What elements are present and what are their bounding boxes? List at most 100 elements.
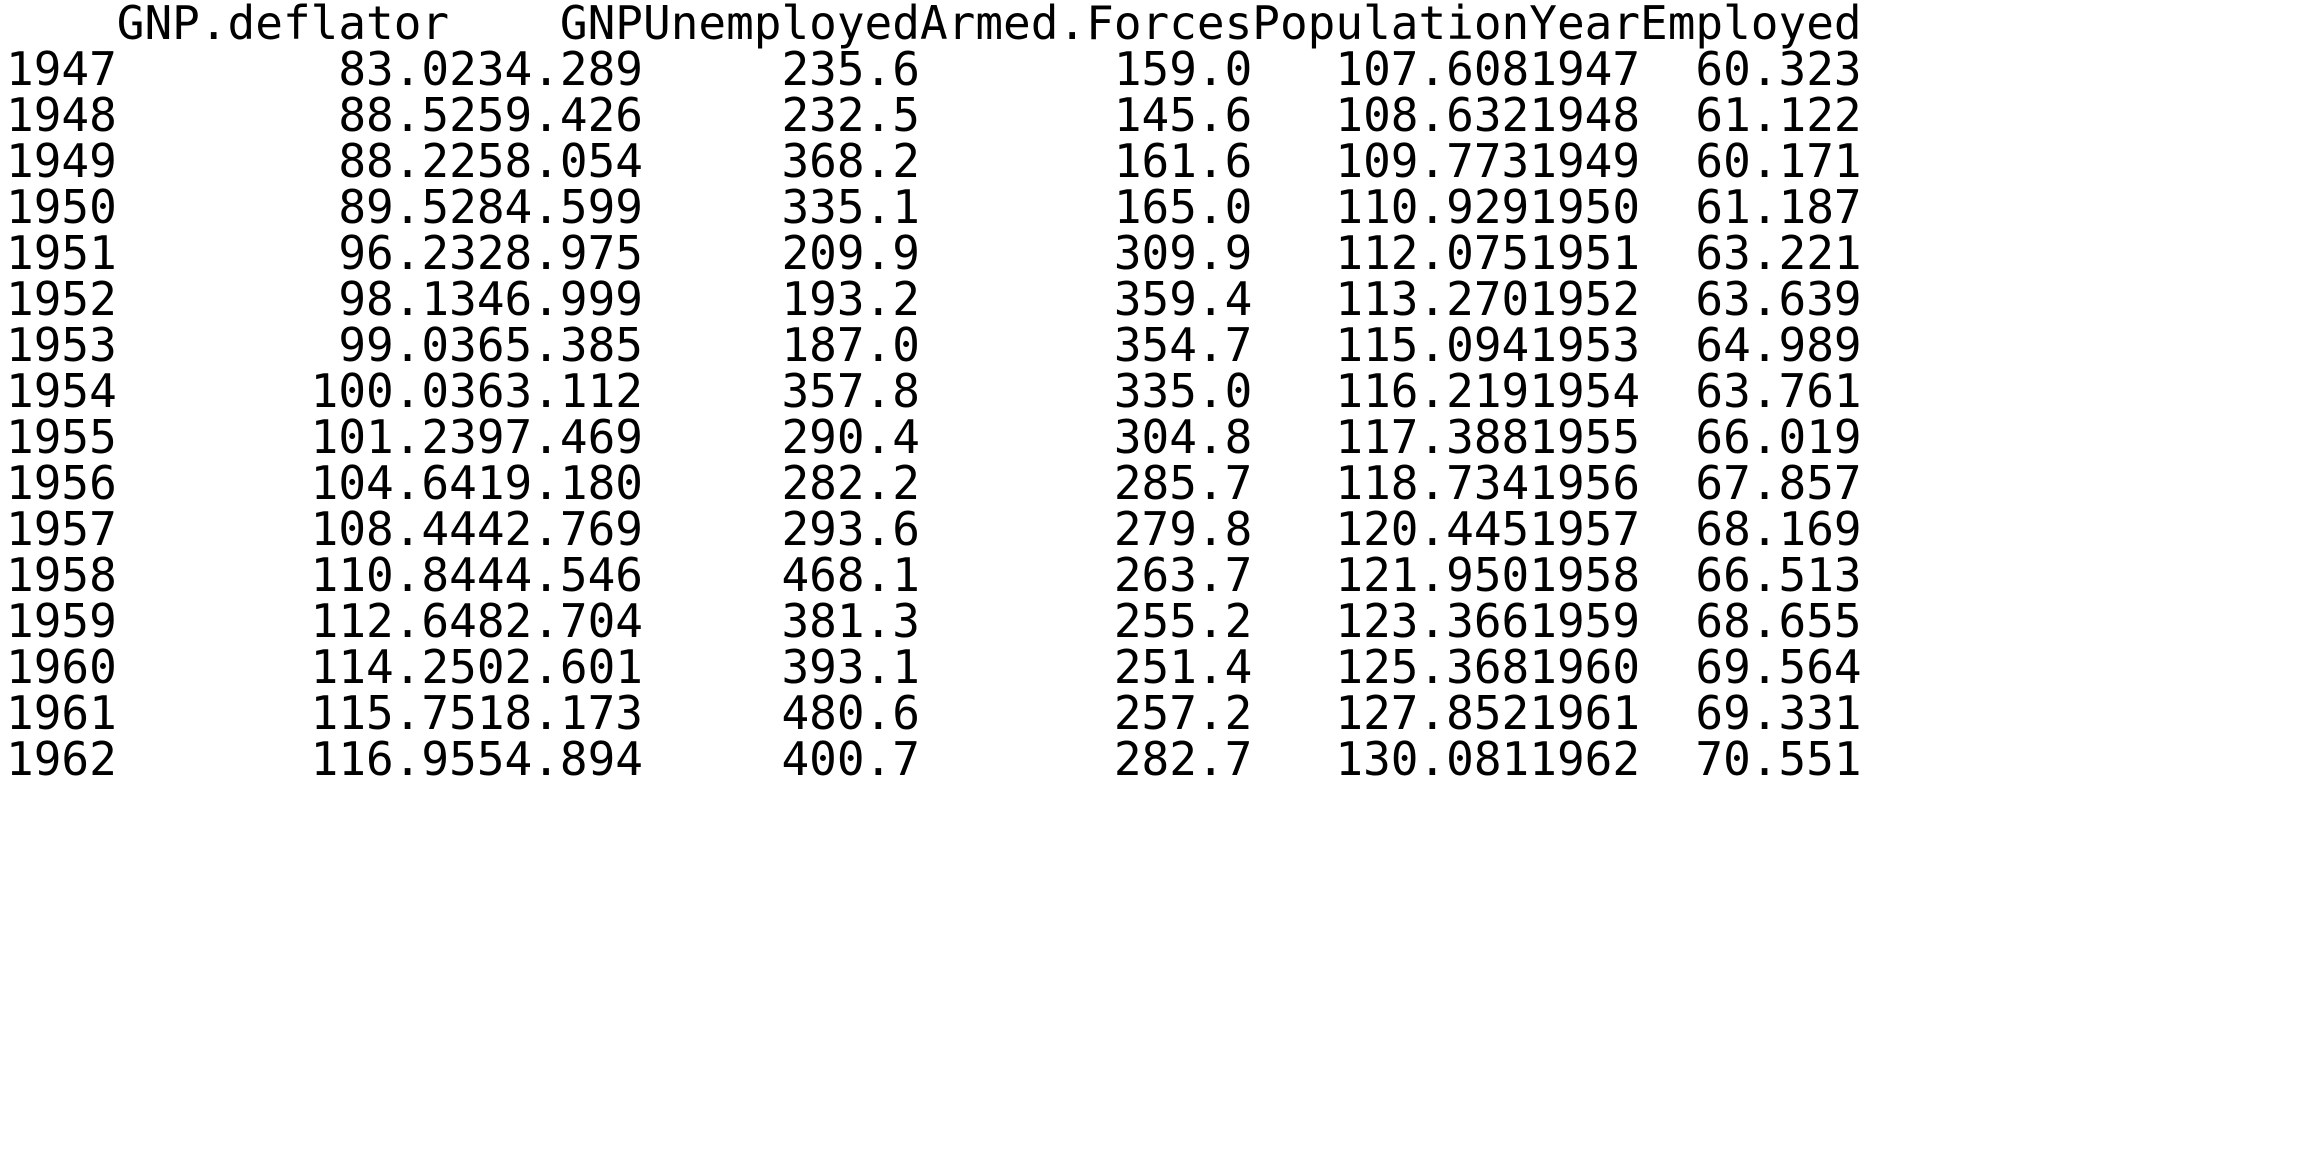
table-cell: 346.999 (449, 272, 643, 326)
row-name: 1952 (6, 272, 117, 326)
table-row: 1957 108.4 442.769 293.6 279.8 120.445 1957 68.… (6, 506, 1862, 552)
table-cell: 99.0 (338, 318, 450, 372)
table-cell: 1953 (1529, 318, 1641, 372)
table-cell: 335.0 (1113, 364, 1253, 418)
table-cell: 63.221 (1695, 226, 1862, 280)
table-cell: 1951 (1529, 226, 1641, 280)
column-header: Employed (1640, 0, 1862, 50)
table-cell: 165.0 (1113, 180, 1253, 234)
table-cell: 187.0 (781, 318, 920, 372)
table-cell: 282.7 (1113, 732, 1253, 786)
row-name: 1959 (6, 594, 117, 648)
table-cell: 209.9 (781, 226, 920, 280)
table-cell: 304.8 (1113, 410, 1253, 464)
table-cell: 235.6 (781, 42, 920, 96)
column-header: Unemployed (643, 0, 920, 50)
table-cell: 1960 (1529, 640, 1641, 694)
table-cell: 64.989 (1695, 318, 1862, 372)
table-cell: 66.019 (1695, 410, 1862, 464)
table-cell: 117.388 (1335, 410, 1530, 464)
table-cell: 480.6 (781, 686, 920, 740)
table-cell: 68.169 (1695, 502, 1862, 556)
table-cell: 114.2 (310, 640, 450, 694)
console-output: GNP.deflator GNP Unemployed Armed.Forces Pop… (6, 0, 1862, 782)
row-name: 1948 (6, 88, 117, 142)
table-cell: 109.773 (1335, 134, 1530, 188)
table-cell: 121.950 (1335, 548, 1530, 602)
table-row: 1960 114.2 502.601 393.1 251.4 125.368 1960 69.… (6, 644, 1862, 690)
table-cell: 107.608 (1335, 42, 1530, 96)
table-cell: 108.4 (310, 502, 450, 556)
table-header: GNP.deflator GNP Unemployed Armed.Forces Pop… (6, 0, 1862, 46)
table-cell: 393.1 (781, 640, 920, 694)
row-name: 1957 (6, 502, 117, 556)
table-cell: 502.601 (449, 640, 643, 694)
table-cell: 554.894 (449, 732, 643, 786)
table-cell: 1958 (1529, 548, 1641, 602)
table-cell: 104.6 (310, 456, 450, 510)
row-name: 1956 (6, 456, 117, 510)
table-cell: 118.734 (1335, 456, 1530, 510)
row-name: 1961 (6, 686, 117, 740)
table-cell: 279.8 (1113, 502, 1253, 556)
table-cell: 1954 (1529, 364, 1641, 418)
table-cell: 127.852 (1335, 686, 1530, 740)
table-cell: 115.7 (310, 686, 450, 740)
table-cell: 518.173 (449, 686, 643, 740)
table-cell: 69.564 (1695, 640, 1862, 694)
table-cell: 232.5 (781, 88, 920, 142)
table-cell: 397.469 (449, 410, 643, 464)
table-cell: 234.289 (449, 42, 643, 96)
table-cell: 67.857 (1695, 456, 1862, 510)
table-row: 1947 83.0 234.289 235.6 159.0 107.608 1947 60.3… (6, 46, 1862, 92)
table-cell: 1952 (1529, 272, 1641, 326)
table-cell: 115.094 (1335, 318, 1530, 372)
table-cell: 108.632 (1335, 88, 1530, 142)
table-cell: 309.9 (1113, 226, 1253, 280)
table-row: 1952 98.1 346.999 193.2 359.4 113.270 1952 63.6… (6, 276, 1862, 322)
table-cell: 1956 (1529, 456, 1641, 510)
table-cell: 1961 (1529, 686, 1641, 740)
table-cell: 193.2 (781, 272, 920, 326)
table-cell: 68.655 (1695, 594, 1862, 648)
table-row: 1958 110.8 444.546 468.1 263.7 121.950 1958 66.… (6, 552, 1862, 598)
table-row: 1951 96.2 328.975 209.9 309.9 112.075 1951 63.2… (6, 230, 1862, 276)
table-cell: 442.769 (449, 502, 643, 556)
table-cell: 468.1 (781, 548, 920, 602)
table-cell: 357.8 (781, 364, 920, 418)
table-row: 1956 104.6 419.180 282.2 285.7 118.734 1956 67.… (6, 460, 1862, 506)
table-cell: 66.513 (1695, 548, 1862, 602)
table-cell: 110.8 (310, 548, 450, 602)
table-cell: 368.2 (781, 134, 920, 188)
table-row: 1948 88.5 259.426 232.5 145.6 108.632 1948 61.1… (6, 92, 1862, 138)
table-cell: 251.4 (1113, 640, 1253, 694)
table-cell: 1959 (1529, 594, 1641, 648)
row-name: 1954 (6, 364, 117, 418)
table-cell: 363.112 (449, 364, 643, 418)
row-name: 1950 (6, 180, 117, 234)
table-row: 1961 115.7 518.173 480.6 257.2 127.852 1961 69.… (6, 690, 1862, 736)
table-cell: 293.6 (781, 502, 920, 556)
table-row: 1955 101.2 397.469 290.4 304.8 117.388 1955 66.… (6, 414, 1862, 460)
table-row: 1954 100.0 363.112 357.8 335.0 116.219 1954 63.… (6, 368, 1862, 414)
row-name: 1960 (6, 640, 117, 694)
table-cell: 116.9 (310, 732, 450, 786)
table-cell: 112.075 (1335, 226, 1530, 280)
rowname-column-header (6, 0, 117, 46)
table-body: 1947 83.0 234.289 235.6 159.0 107.608 1947 60.3… (6, 46, 1862, 782)
table-cell: 98.1 (338, 272, 450, 326)
table-cell: 400.7 (781, 732, 920, 786)
table-cell: 60.323 (1695, 42, 1862, 96)
table-cell: 61.187 (1695, 180, 1862, 234)
table-cell: 282.2 (781, 456, 920, 510)
table-cell: 1949 (1529, 134, 1641, 188)
table-cell: 285.7 (1113, 456, 1253, 510)
table-cell: 89.5 (338, 180, 450, 234)
table-cell: 328.975 (449, 226, 643, 280)
table-cell: 116.219 (1335, 364, 1530, 418)
table-cell: 100.0 (310, 364, 450, 418)
table-cell: 96.2 (338, 226, 450, 280)
table-cell: 60.171 (1695, 134, 1862, 188)
table-cell: 259.426 (449, 88, 643, 142)
table-row: 1962 116.9 554.894 400.7 282.7 130.081 1962 70.… (6, 736, 1862, 782)
